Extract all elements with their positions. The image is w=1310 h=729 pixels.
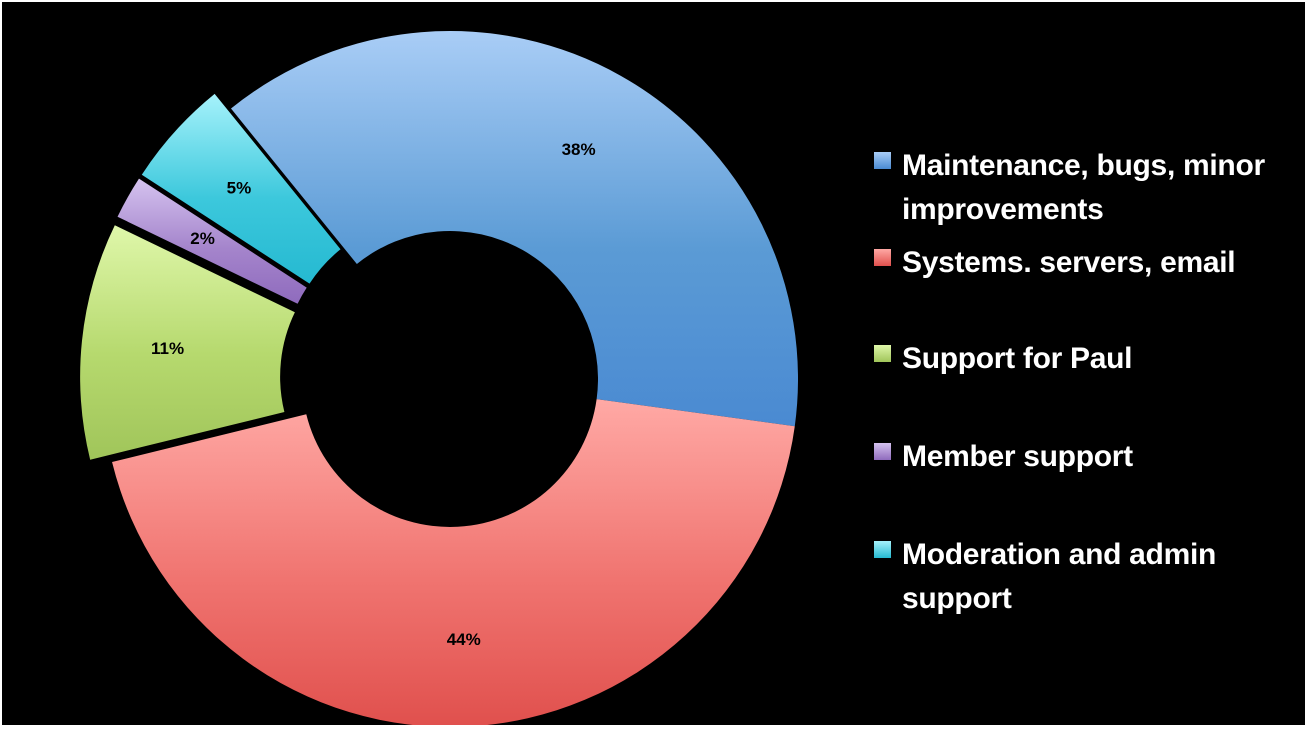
legend-swatch-maintenance (874, 152, 891, 169)
legend-swatch-moderation (874, 541, 891, 558)
legend-item-systems: Systems. servers, email (874, 241, 1299, 285)
slice-member-support (117, 178, 307, 304)
legend-label-moderation: Moderation and admin support (902, 538, 1217, 615)
legend-label-systems: Systems. servers, email (902, 246, 1236, 279)
slice-label-member-support: 2% (190, 229, 215, 248)
slice-maintenance (230, 30, 798, 427)
slices-group (80, 30, 798, 725)
legend-item-moderation: Moderation and admin support (874, 533, 1299, 621)
slice-label-systems: 44% (447, 630, 481, 649)
legend-swatch-member-support (874, 443, 891, 460)
legend-label-support-paul: Support for Paul (902, 342, 1133, 375)
slice-label-moderation: 5% (227, 178, 252, 197)
legend-item-member-support: Member support (874, 435, 1299, 479)
slice-label-maintenance: 38% (562, 140, 596, 159)
legend-item-maintenance: Maintenance, bugs, minor improvements (874, 144, 1299, 232)
slice-support-paul (80, 225, 295, 460)
slice-label-support-paul: 11% (151, 339, 184, 358)
legend-label-member-support: Member support (902, 440, 1133, 473)
labels-group: 38% 44% 11% 2% 5% (151, 140, 596, 649)
slice-moderation (141, 93, 341, 284)
legend-swatch-support-paul (874, 345, 891, 362)
legend-item-support-paul: Support for Paul (874, 337, 1299, 381)
legend-swatch-systems (874, 249, 891, 266)
legend-label-maintenance: Maintenance, bugs, minor improvements (902, 149, 1265, 226)
slice-systems (112, 399, 795, 725)
